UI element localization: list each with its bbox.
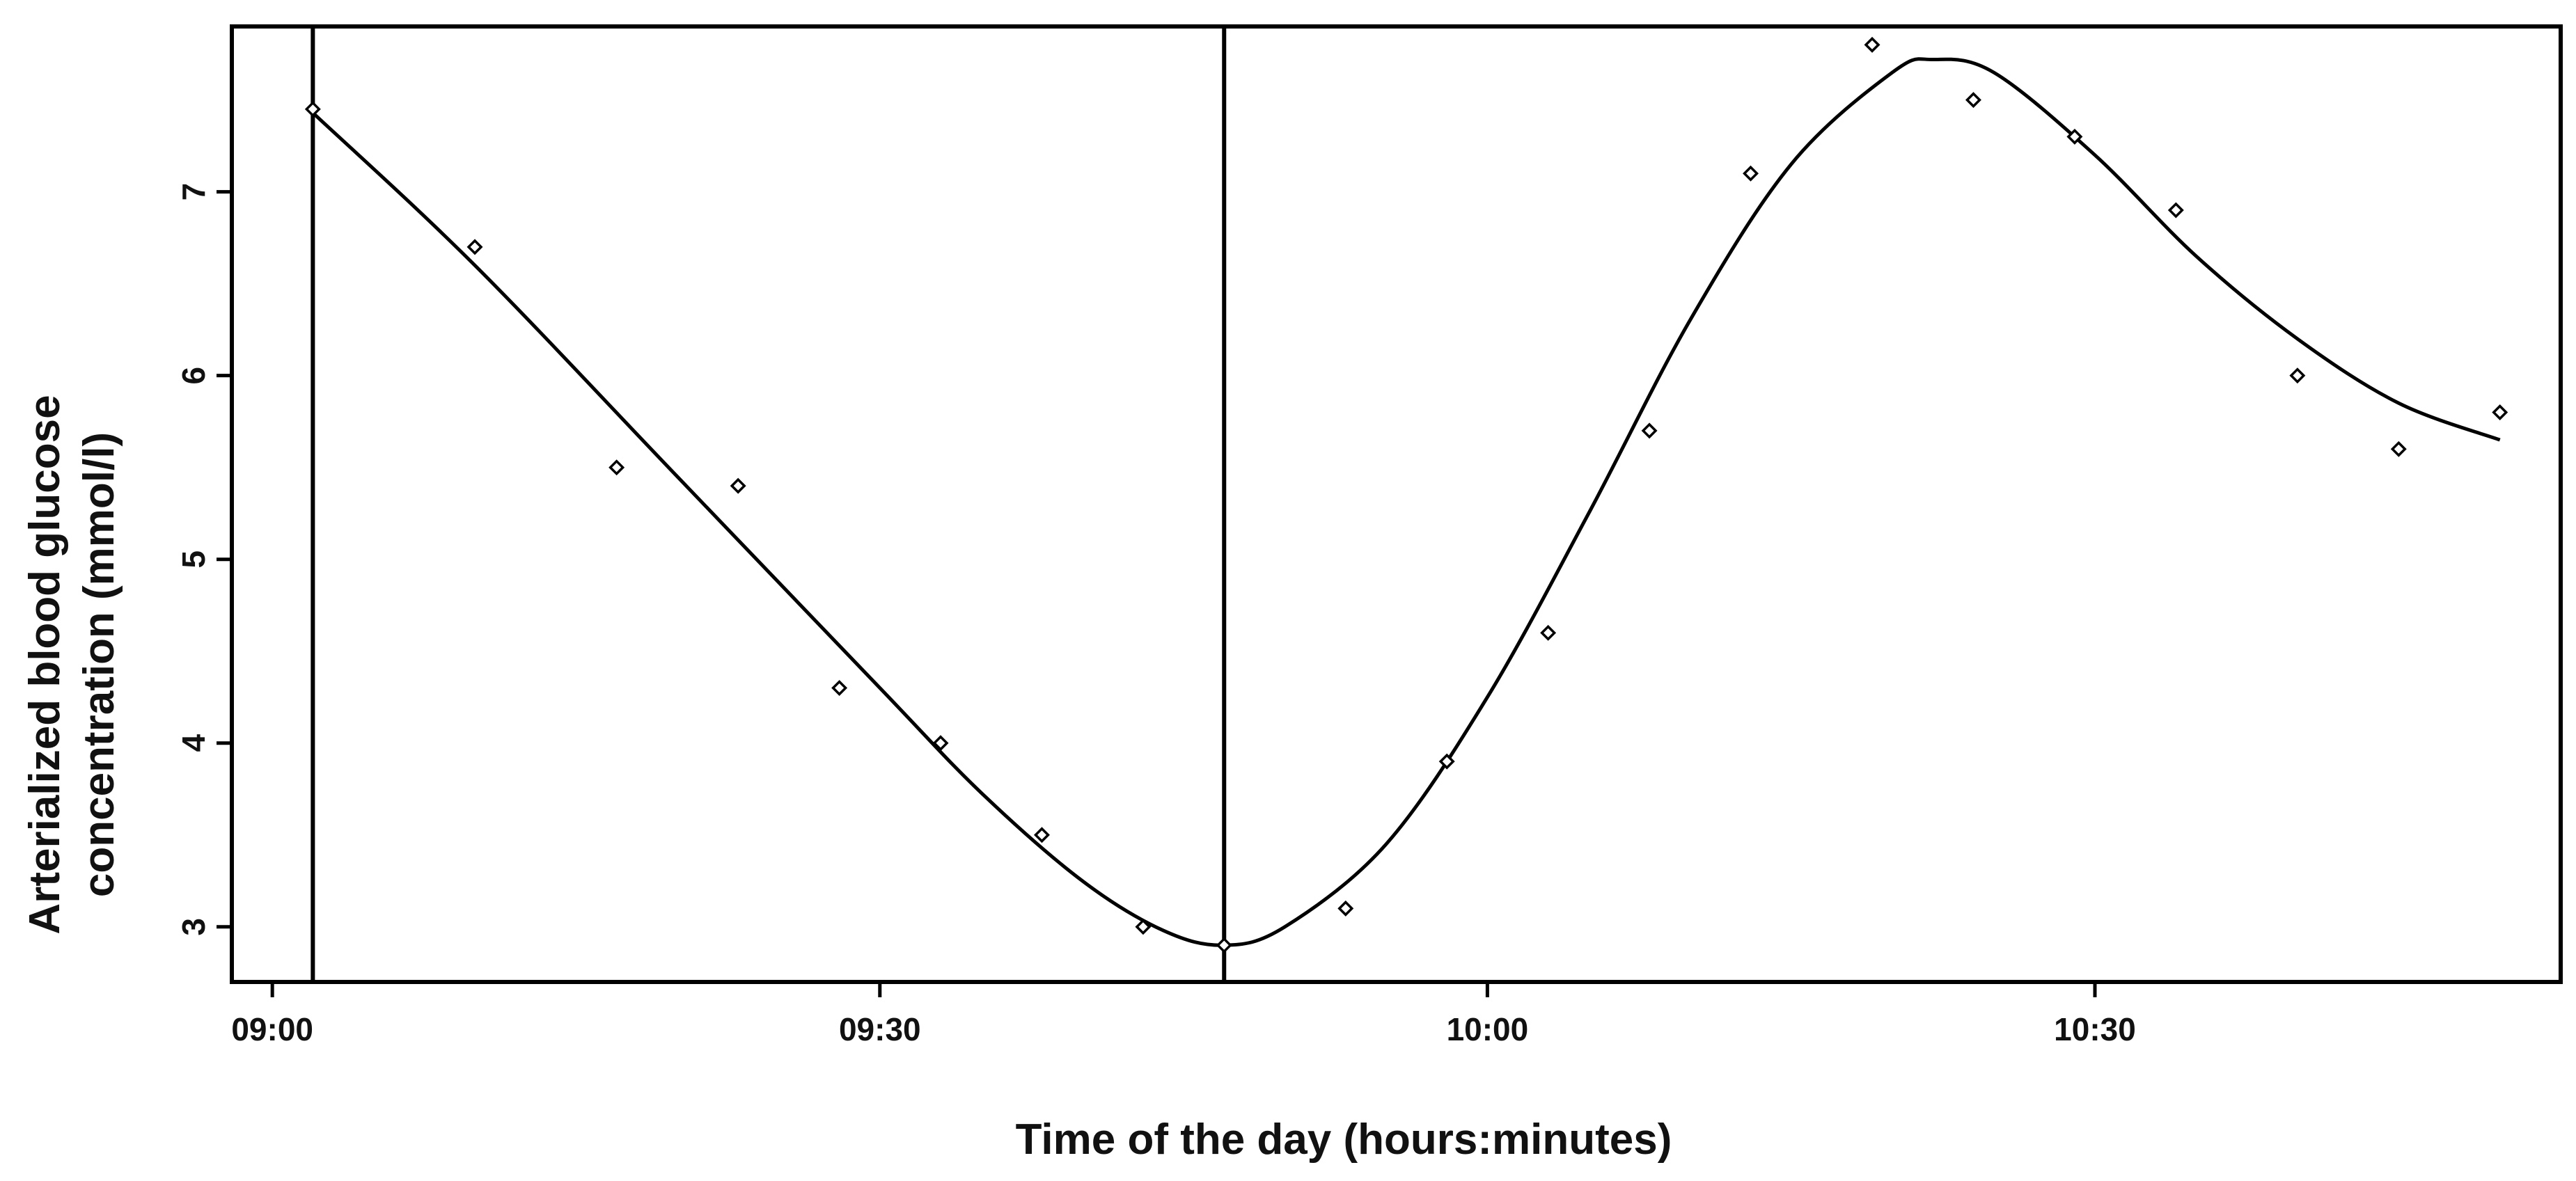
- data-point-8: [1135, 919, 1152, 935]
- data-point-1: [304, 101, 321, 118]
- x-tick-label: 09:30: [839, 1011, 921, 1047]
- plot-frame: [230, 24, 2563, 984]
- y-axis-title-line-2: concentration (mmol/l): [75, 432, 123, 897]
- data-point-4: [730, 477, 746, 494]
- y-axis: 3 4 5 6 7: [175, 183, 234, 936]
- x-tick-label: 09:00: [231, 1011, 313, 1047]
- x-tick-label: 10:00: [1447, 1011, 1529, 1047]
- y-tick-label: 6: [175, 367, 212, 385]
- data-point-3: [608, 459, 625, 476]
- y-axis-title-line-1: Arterialized blood glucose: [21, 395, 69, 934]
- chart-marks: [304, 26, 2508, 982]
- data-point-15: [1864, 36, 1880, 53]
- data-point-13: [1641, 422, 1658, 439]
- data-point-18: [2167, 202, 2184, 219]
- data-point-7: [1034, 827, 1050, 843]
- data-point-5: [831, 680, 848, 697]
- fitted-glucose-curve: [311, 57, 2501, 947]
- data-point-11: [1438, 753, 1455, 770]
- y-tick-label: 5: [175, 550, 212, 569]
- data-point-17: [2066, 128, 2083, 145]
- y-axis-title: Arterialized blood glucose concentration…: [21, 395, 123, 934]
- data-point-2: [466, 239, 483, 255]
- data-point-6: [932, 735, 949, 752]
- data-point-19: [2289, 367, 2306, 384]
- x-axis-title: Time of the day (hours:minutes): [1016, 1116, 1672, 1164]
- data-point-20: [2390, 441, 2407, 457]
- x-tick-label: 10:30: [2054, 1011, 2136, 1047]
- data-point-9: [1216, 937, 1232, 953]
- data-point-10: [1337, 900, 1354, 917]
- y-tick-label: 4: [175, 734, 212, 752]
- data-point-16: [1965, 92, 1981, 109]
- data-point-21: [2492, 404, 2508, 420]
- y-tick-label: 7: [175, 183, 212, 201]
- data-point-14: [1743, 165, 1759, 182]
- data-point-12: [1540, 624, 1557, 641]
- y-tick-label: 3: [175, 918, 212, 936]
- x-axis: 09:00 09:30 10:00 10:30: [231, 980, 2136, 1047]
